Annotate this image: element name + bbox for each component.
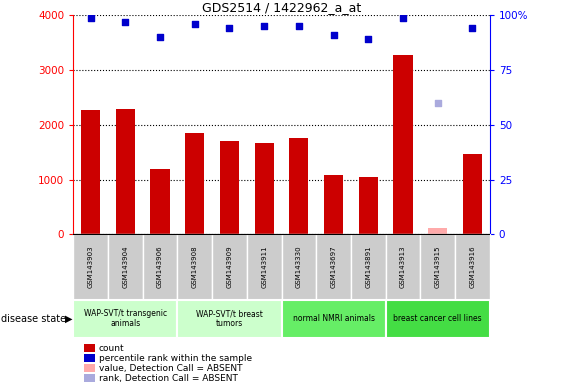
Bar (108, 234, 142, 300)
Text: GSM143909: GSM143909 (226, 245, 233, 288)
Bar (142, 234, 177, 300)
Bar (463, 154, 482, 234)
Text: WAP-SVT/t transgenic
animals: WAP-SVT/t transgenic animals (84, 309, 167, 328)
Text: count: count (99, 344, 124, 353)
Bar (324, 175, 343, 234)
Text: GSM143697: GSM143697 (330, 245, 337, 288)
Bar (359, 177, 378, 234)
Point (120, 19, 129, 25)
Text: rank, Detection Call = ABSENT: rank, Detection Call = ABSENT (99, 374, 238, 383)
Point (294, 23, 303, 30)
Text: GSM143330: GSM143330 (296, 245, 302, 288)
Text: GSM143915: GSM143915 (435, 246, 441, 288)
Bar (351, 234, 386, 300)
Text: GSM143904: GSM143904 (122, 246, 128, 288)
Text: disease state: disease state (1, 314, 66, 324)
Bar (254, 143, 274, 234)
Bar (394, 55, 413, 234)
Title: GDS2514 / 1422962_a_at: GDS2514 / 1422962_a_at (202, 1, 361, 14)
Bar (185, 133, 204, 234)
Text: GSM143913: GSM143913 (400, 245, 406, 288)
Bar (282, 300, 386, 338)
Text: GSM143916: GSM143916 (470, 245, 475, 288)
Bar (421, 234, 455, 300)
Text: ▶: ▶ (65, 314, 72, 324)
Text: GSM143903: GSM143903 (88, 245, 93, 288)
Point (190, 21, 199, 27)
Bar (282, 234, 316, 300)
Bar (177, 300, 282, 338)
Point (86, 15, 95, 21)
Bar (212, 234, 247, 300)
Text: GSM143906: GSM143906 (157, 245, 163, 288)
Bar (386, 300, 490, 338)
Text: GSM143891: GSM143891 (365, 245, 371, 288)
Bar (81, 110, 100, 234)
Point (225, 25, 234, 31)
Point (329, 32, 338, 38)
Bar (455, 234, 490, 300)
Point (155, 34, 164, 40)
Bar (73, 300, 177, 338)
Point (399, 15, 408, 21)
Bar (150, 169, 169, 234)
Bar (316, 234, 351, 300)
Text: value, Detection Call = ABSENT: value, Detection Call = ABSENT (99, 364, 242, 373)
Bar (73, 234, 108, 300)
Text: normal NMRI animals: normal NMRI animals (293, 314, 374, 323)
Point (434, 100, 443, 106)
Point (468, 25, 477, 31)
Bar (289, 139, 309, 234)
Bar (386, 234, 421, 300)
Bar (177, 234, 212, 300)
Text: GSM143908: GSM143908 (192, 245, 198, 288)
Text: WAP-SVT/t breast
tumors: WAP-SVT/t breast tumors (196, 309, 263, 328)
Bar (247, 234, 282, 300)
Bar (116, 109, 135, 234)
Text: percentile rank within the sample: percentile rank within the sample (99, 354, 252, 363)
Bar (220, 141, 239, 234)
Bar (428, 228, 447, 234)
Text: breast cancer cell lines: breast cancer cell lines (394, 314, 482, 323)
Point (364, 36, 373, 43)
Text: GSM143911: GSM143911 (261, 245, 267, 288)
Point (260, 23, 269, 30)
